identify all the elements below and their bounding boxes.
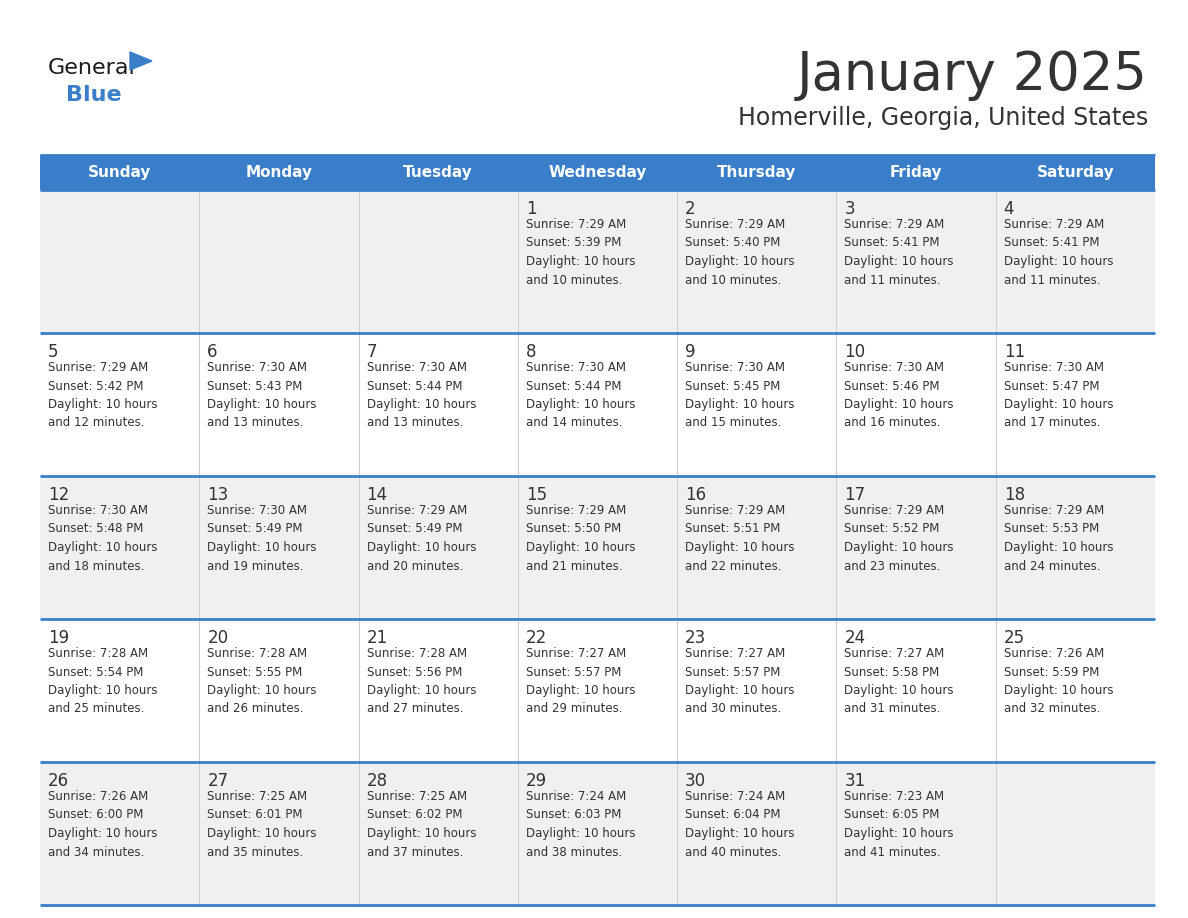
Text: 23: 23 (685, 629, 707, 647)
Text: Sunrise: 7:29 AM
Sunset: 5:41 PM
Daylight: 10 hours
and 11 minutes.: Sunrise: 7:29 AM Sunset: 5:41 PM Dayligh… (845, 218, 954, 286)
Text: 3: 3 (845, 200, 855, 218)
Text: Blue: Blue (67, 85, 121, 105)
Text: 15: 15 (526, 486, 546, 504)
Polygon shape (129, 52, 152, 70)
Text: 30: 30 (685, 772, 707, 790)
Text: 16: 16 (685, 486, 707, 504)
Text: Sunrise: 7:24 AM
Sunset: 6:03 PM
Daylight: 10 hours
and 38 minutes.: Sunrise: 7:24 AM Sunset: 6:03 PM Dayligh… (526, 790, 636, 858)
Text: Sunrise: 7:25 AM
Sunset: 6:01 PM
Daylight: 10 hours
and 35 minutes.: Sunrise: 7:25 AM Sunset: 6:01 PM Dayligh… (207, 790, 317, 858)
Text: 9: 9 (685, 343, 696, 361)
Text: 24: 24 (845, 629, 866, 647)
Text: 10: 10 (845, 343, 866, 361)
Text: 6: 6 (207, 343, 217, 361)
Text: 8: 8 (526, 343, 536, 361)
Text: 11: 11 (1004, 343, 1025, 361)
Text: 31: 31 (845, 772, 866, 790)
Text: Sunrise: 7:28 AM
Sunset: 5:54 PM
Daylight: 10 hours
and 25 minutes.: Sunrise: 7:28 AM Sunset: 5:54 PM Dayligh… (48, 647, 158, 715)
Text: Tuesday: Tuesday (404, 165, 473, 180)
Text: Monday: Monday (246, 165, 312, 180)
Text: 13: 13 (207, 486, 228, 504)
Text: Sunrise: 7:29 AM
Sunset: 5:42 PM
Daylight: 10 hours
and 12 minutes.: Sunrise: 7:29 AM Sunset: 5:42 PM Dayligh… (48, 361, 158, 430)
Text: Friday: Friday (890, 165, 942, 180)
Bar (40, 333, 1155, 476)
Text: 22: 22 (526, 629, 548, 647)
Text: Sunrise: 7:28 AM
Sunset: 5:55 PM
Daylight: 10 hours
and 26 minutes.: Sunrise: 7:28 AM Sunset: 5:55 PM Dayligh… (207, 647, 317, 715)
Text: 2: 2 (685, 200, 696, 218)
Text: Sunrise: 7:27 AM
Sunset: 5:57 PM
Daylight: 10 hours
and 30 minutes.: Sunrise: 7:27 AM Sunset: 5:57 PM Dayligh… (685, 647, 795, 715)
Text: Sunrise: 7:28 AM
Sunset: 5:56 PM
Daylight: 10 hours
and 27 minutes.: Sunrise: 7:28 AM Sunset: 5:56 PM Dayligh… (367, 647, 476, 715)
Text: Homerville, Georgia, United States: Homerville, Georgia, United States (738, 106, 1148, 130)
Text: 5: 5 (48, 343, 58, 361)
Text: Sunrise: 7:29 AM
Sunset: 5:49 PM
Daylight: 10 hours
and 20 minutes.: Sunrise: 7:29 AM Sunset: 5:49 PM Dayligh… (367, 504, 476, 573)
Text: Sunrise: 7:26 AM
Sunset: 5:59 PM
Daylight: 10 hours
and 32 minutes.: Sunrise: 7:26 AM Sunset: 5:59 PM Dayligh… (1004, 647, 1113, 715)
Text: Sunrise: 7:27 AM
Sunset: 5:58 PM
Daylight: 10 hours
and 31 minutes.: Sunrise: 7:27 AM Sunset: 5:58 PM Dayligh… (845, 647, 954, 715)
Text: 20: 20 (207, 629, 228, 647)
Bar (40, 619, 1155, 762)
Text: 26: 26 (48, 772, 69, 790)
Text: 27: 27 (207, 772, 228, 790)
Text: 1: 1 (526, 200, 537, 218)
Bar (40, 190, 1155, 333)
Text: Sunrise: 7:29 AM
Sunset: 5:53 PM
Daylight: 10 hours
and 24 minutes.: Sunrise: 7:29 AM Sunset: 5:53 PM Dayligh… (1004, 504, 1113, 573)
Text: Sunrise: 7:30 AM
Sunset: 5:44 PM
Daylight: 10 hours
and 14 minutes.: Sunrise: 7:30 AM Sunset: 5:44 PM Dayligh… (526, 361, 636, 430)
Text: Sunrise: 7:27 AM
Sunset: 5:57 PM
Daylight: 10 hours
and 29 minutes.: Sunrise: 7:27 AM Sunset: 5:57 PM Dayligh… (526, 647, 636, 715)
Text: Sunrise: 7:29 AM
Sunset: 5:39 PM
Daylight: 10 hours
and 10 minutes.: Sunrise: 7:29 AM Sunset: 5:39 PM Dayligh… (526, 218, 636, 286)
Text: Sunrise: 7:30 AM
Sunset: 5:48 PM
Daylight: 10 hours
and 18 minutes.: Sunrise: 7:30 AM Sunset: 5:48 PM Dayligh… (48, 504, 158, 573)
Text: Sunrise: 7:30 AM
Sunset: 5:49 PM
Daylight: 10 hours
and 19 minutes.: Sunrise: 7:30 AM Sunset: 5:49 PM Dayligh… (207, 504, 317, 573)
Text: 29: 29 (526, 772, 546, 790)
Text: Sunrise: 7:24 AM
Sunset: 6:04 PM
Daylight: 10 hours
and 40 minutes.: Sunrise: 7:24 AM Sunset: 6:04 PM Dayligh… (685, 790, 795, 858)
Text: January 2025: January 2025 (797, 49, 1148, 101)
Text: 17: 17 (845, 486, 866, 504)
Text: Saturday: Saturday (1036, 165, 1114, 180)
Text: Wednesday: Wednesday (549, 165, 646, 180)
Text: 28: 28 (367, 772, 387, 790)
Text: 14: 14 (367, 486, 387, 504)
Text: 7: 7 (367, 343, 377, 361)
Text: Sunrise: 7:30 AM
Sunset: 5:47 PM
Daylight: 10 hours
and 17 minutes.: Sunrise: 7:30 AM Sunset: 5:47 PM Dayligh… (1004, 361, 1113, 430)
Text: 19: 19 (48, 629, 69, 647)
Text: 21: 21 (367, 629, 387, 647)
Text: Sunrise: 7:29 AM
Sunset: 5:51 PM
Daylight: 10 hours
and 22 minutes.: Sunrise: 7:29 AM Sunset: 5:51 PM Dayligh… (685, 504, 795, 573)
Text: Sunrise: 7:30 AM
Sunset: 5:43 PM
Daylight: 10 hours
and 13 minutes.: Sunrise: 7:30 AM Sunset: 5:43 PM Dayligh… (207, 361, 317, 430)
Text: Sunrise: 7:23 AM
Sunset: 6:05 PM
Daylight: 10 hours
and 41 minutes.: Sunrise: 7:23 AM Sunset: 6:05 PM Dayligh… (845, 790, 954, 858)
Text: 25: 25 (1004, 629, 1025, 647)
Text: Sunrise: 7:25 AM
Sunset: 6:02 PM
Daylight: 10 hours
and 37 minutes.: Sunrise: 7:25 AM Sunset: 6:02 PM Dayligh… (367, 790, 476, 858)
Text: Sunrise: 7:30 AM
Sunset: 5:44 PM
Daylight: 10 hours
and 13 minutes.: Sunrise: 7:30 AM Sunset: 5:44 PM Dayligh… (367, 361, 476, 430)
Text: 4: 4 (1004, 200, 1015, 218)
Text: Sunrise: 7:26 AM
Sunset: 6:00 PM
Daylight: 10 hours
and 34 minutes.: Sunrise: 7:26 AM Sunset: 6:00 PM Dayligh… (48, 790, 158, 858)
Text: 12: 12 (48, 486, 69, 504)
Text: Sunrise: 7:29 AM
Sunset: 5:50 PM
Daylight: 10 hours
and 21 minutes.: Sunrise: 7:29 AM Sunset: 5:50 PM Dayligh… (526, 504, 636, 573)
Bar (40, 155, 1155, 190)
Text: Sunrise: 7:29 AM
Sunset: 5:41 PM
Daylight: 10 hours
and 11 minutes.: Sunrise: 7:29 AM Sunset: 5:41 PM Dayligh… (1004, 218, 1113, 286)
Text: 18: 18 (1004, 486, 1025, 504)
Text: Sunday: Sunday (88, 165, 151, 180)
Bar (40, 476, 1155, 619)
Text: Sunrise: 7:29 AM
Sunset: 5:52 PM
Daylight: 10 hours
and 23 minutes.: Sunrise: 7:29 AM Sunset: 5:52 PM Dayligh… (845, 504, 954, 573)
Text: Thursday: Thursday (718, 165, 796, 180)
Text: Sunrise: 7:29 AM
Sunset: 5:40 PM
Daylight: 10 hours
and 10 minutes.: Sunrise: 7:29 AM Sunset: 5:40 PM Dayligh… (685, 218, 795, 286)
Bar (40, 762, 1155, 905)
Text: Sunrise: 7:30 AM
Sunset: 5:46 PM
Daylight: 10 hours
and 16 minutes.: Sunrise: 7:30 AM Sunset: 5:46 PM Dayligh… (845, 361, 954, 430)
Text: Sunrise: 7:30 AM
Sunset: 5:45 PM
Daylight: 10 hours
and 15 minutes.: Sunrise: 7:30 AM Sunset: 5:45 PM Dayligh… (685, 361, 795, 430)
Text: General: General (48, 58, 135, 78)
